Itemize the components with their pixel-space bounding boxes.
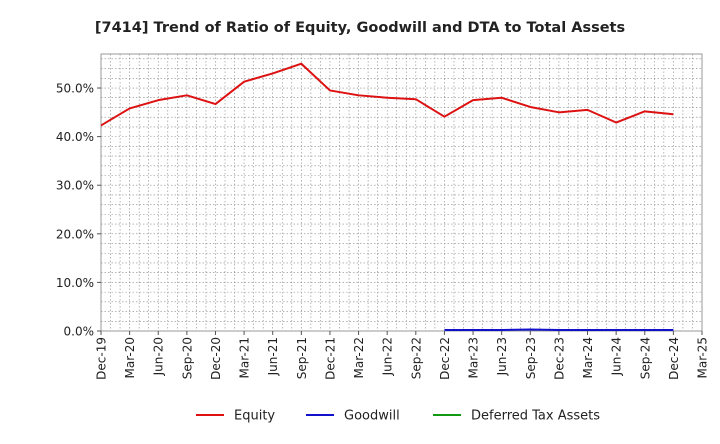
y-tick-label: 0.0%	[64, 325, 95, 339]
x-tick-label: Dec-20	[209, 337, 223, 380]
x-tick-label: Dec-24	[667, 337, 681, 380]
axes: 0.0% 10.0% 20.0% 30.0% 40.0% 50.0% Dec-19 Mar-2…	[56, 82, 710, 380]
legend-label: Equity	[234, 409, 275, 424]
x-tick-label: Sep-22	[409, 337, 423, 379]
legend-label: Goodwill	[344, 409, 400, 424]
x-tick-label: Mar-21	[238, 337, 252, 378]
y-tick-label: 20.0%	[56, 227, 94, 241]
chart-title: [7414] Trend of Ratio of Equity, Goodwil…	[95, 20, 625, 36]
legend-label: Deferred Tax Assets	[471, 409, 600, 424]
legend: Equity Goodwill Deferred Tax Assets	[196, 409, 600, 424]
x-tick-label: Mar-24	[581, 337, 595, 378]
x-tick-label: Mar-25	[696, 337, 710, 378]
x-tick-label: Dec-23	[552, 337, 566, 380]
x-tick-label: Jun-24	[610, 337, 624, 376]
x-tick-label: Dec-22	[438, 337, 452, 380]
x-tick-label: Sep-20	[180, 337, 194, 379]
y-tick-label: 10.0%	[56, 276, 94, 290]
x-tick-label: Mar-22	[352, 337, 366, 378]
y-tick-label: 50.0%	[56, 82, 94, 96]
x-tick-label: Sep-24	[638, 337, 652, 379]
x-tick-label: Jun-23	[495, 337, 509, 376]
x-tick-label: Sep-23	[524, 337, 538, 379]
x-tick-label: Mar-20	[123, 337, 137, 378]
x-tick-label: Jun-21	[266, 337, 280, 376]
x-tick-label: Dec-19	[95, 337, 109, 380]
x-tick-label: Mar-23	[467, 337, 481, 378]
x-tick-label: Jun-20	[152, 337, 166, 376]
plot-area-frame	[101, 54, 702, 331]
y-tick-label: 30.0%	[56, 179, 94, 193]
grid-lines	[101, 54, 702, 331]
x-tick-label: Sep-21	[295, 337, 309, 379]
x-tick-label: Jun-22	[381, 337, 395, 376]
x-tick-label: Dec-21	[323, 337, 337, 380]
y-tick-label: 40.0%	[56, 130, 94, 144]
